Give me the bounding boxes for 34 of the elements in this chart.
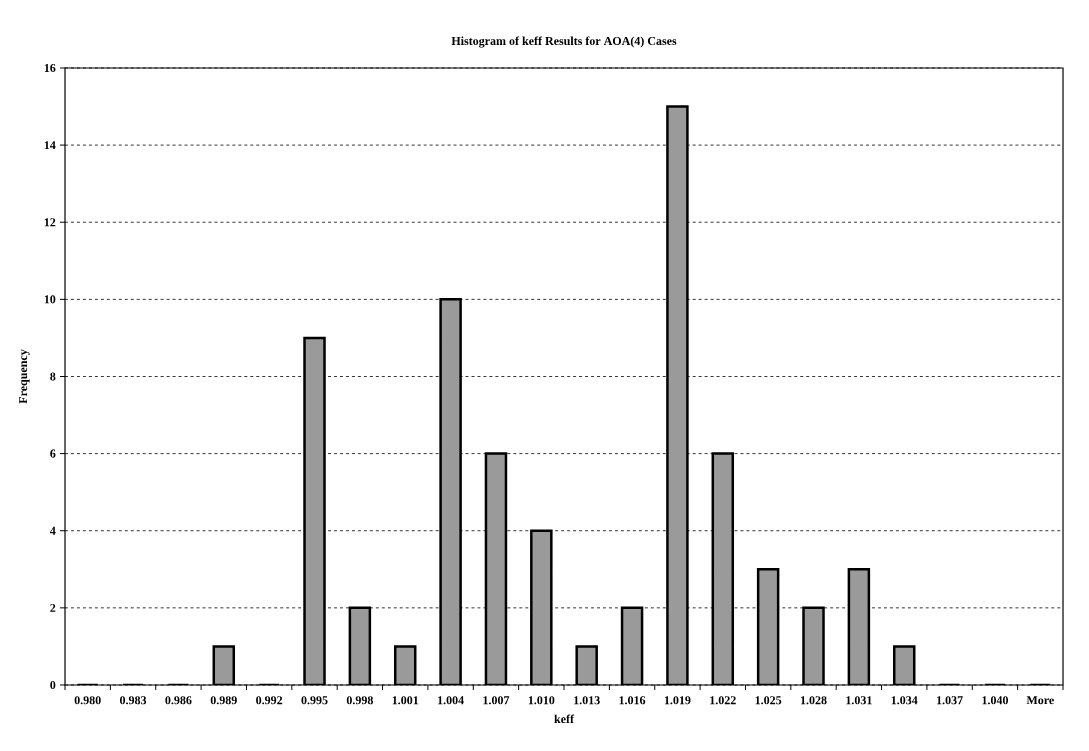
y-tick-label: 16 xyxy=(44,63,56,73)
x-tick-label: 1.016 xyxy=(619,696,646,705)
y-tick-label: 0 xyxy=(50,680,56,690)
x-tick-label: 1.040 xyxy=(982,696,1009,705)
x-tick-label: 1.034 xyxy=(891,696,918,705)
y-tick-label: 14 xyxy=(44,141,56,150)
x-tick-label: 1.010 xyxy=(528,696,555,705)
x-tick-label: 0.989 xyxy=(210,696,237,705)
x-tick-label: 1.025 xyxy=(755,696,782,705)
x-tick-label: 1.031 xyxy=(846,696,872,705)
y-tick-label: 12 xyxy=(44,218,56,227)
y-tick-label: 2 xyxy=(50,603,56,612)
x-tick-label: 0.986 xyxy=(165,696,192,705)
y-axis-title: Frequency xyxy=(19,349,30,404)
x-tick-label: More xyxy=(1026,696,1054,705)
x-tick-label: 0.980 xyxy=(74,696,101,705)
y-tick-label: 4 xyxy=(49,526,56,535)
x-tick-label: 1.022 xyxy=(710,696,736,705)
x-tick-label: 0.992 xyxy=(256,696,283,705)
x-tick-label: 1.007 xyxy=(483,696,510,705)
y-tick-label: 8 xyxy=(50,372,56,381)
x-tick-label: 1.004 xyxy=(438,696,464,705)
chart-title: Histogram of keff Results for AOA(4) Cases xyxy=(451,36,677,48)
x-tick-label: 0.995 xyxy=(301,696,328,705)
x-tick-label: 1.037 xyxy=(937,696,963,705)
y-tick-label: 10 xyxy=(44,295,56,304)
x-tick-label: 1.001 xyxy=(392,696,419,705)
x-tick-label: 0.998 xyxy=(346,696,373,705)
x-tick-label: 1.013 xyxy=(574,696,600,705)
x-tick-label: 1.028 xyxy=(800,696,827,705)
y-tick-label: 6 xyxy=(50,449,56,458)
x-tick-label: 0.983 xyxy=(120,696,147,705)
x-tick-label: 1.019 xyxy=(664,696,691,705)
x-axis-title: keff xyxy=(554,714,575,724)
